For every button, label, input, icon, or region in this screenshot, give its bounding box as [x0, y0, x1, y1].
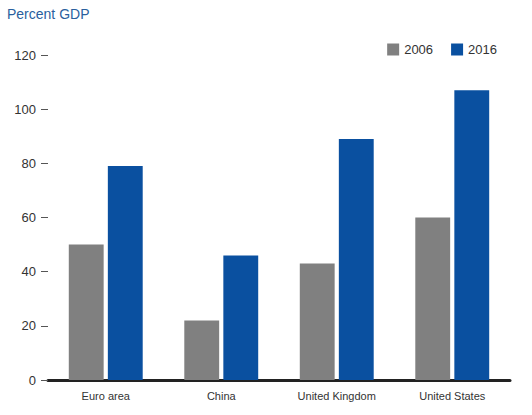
- svg-text:2016: 2016: [468, 42, 497, 57]
- svg-text:China: China: [207, 390, 237, 402]
- svg-text:60: 60: [22, 210, 36, 225]
- svg-text:United Kingdom: United Kingdom: [298, 390, 376, 402]
- svg-text:20: 20: [22, 318, 36, 333]
- svg-text:40: 40: [22, 264, 36, 279]
- svg-text:100: 100: [14, 102, 36, 117]
- svg-text:United States: United States: [419, 390, 486, 402]
- svg-text:Euro area: Euro area: [82, 390, 131, 402]
- svg-text:Percent GDP: Percent GDP: [7, 6, 89, 22]
- svg-text:120: 120: [14, 48, 36, 63]
- svg-text:0: 0: [29, 373, 36, 388]
- svg-text:80: 80: [22, 156, 36, 171]
- svg-text:2006: 2006: [404, 42, 433, 57]
